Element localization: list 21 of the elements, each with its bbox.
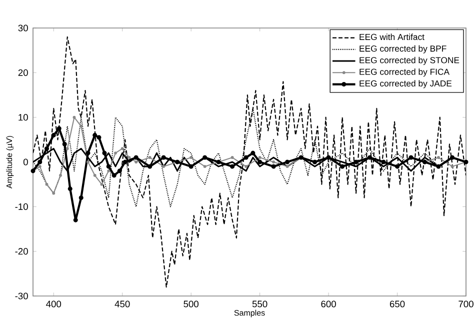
y-tick-label: 20 bbox=[18, 69, 28, 76]
x-tick-label: 450 bbox=[114, 300, 130, 308]
x-tick-label: 500 bbox=[184, 300, 199, 308]
legend-label: EEG corrected by STONE bbox=[360, 56, 460, 65]
y-tick-label: -20 bbox=[15, 248, 28, 255]
y-tick-label: 10 bbox=[18, 114, 28, 121]
x-axis-title: Samples bbox=[234, 310, 265, 318]
x-tick-label: 400 bbox=[46, 300, 62, 308]
x-tick-label: 650 bbox=[390, 300, 405, 308]
legend-label: EEG with Artifact bbox=[360, 34, 424, 40]
legend-label: EEG corrected by JADE bbox=[360, 80, 452, 88]
y-tick-label: -30 bbox=[15, 292, 28, 300]
y-tick-label: -10 bbox=[15, 203, 28, 210]
legend-label: EEG corrected by FICA bbox=[360, 68, 450, 77]
y-axis-title: Amplitude (µV) bbox=[6, 136, 14, 189]
legend-label: EEG corrected by BPF bbox=[360, 45, 446, 54]
y-tick-label: 0 bbox=[23, 158, 28, 166]
x-tick-label: 600 bbox=[321, 300, 336, 308]
x-tick-label: 550 bbox=[252, 300, 268, 308]
x-tick-label: 700 bbox=[458, 300, 474, 308]
y-tick-label: 30 bbox=[18, 24, 28, 32]
